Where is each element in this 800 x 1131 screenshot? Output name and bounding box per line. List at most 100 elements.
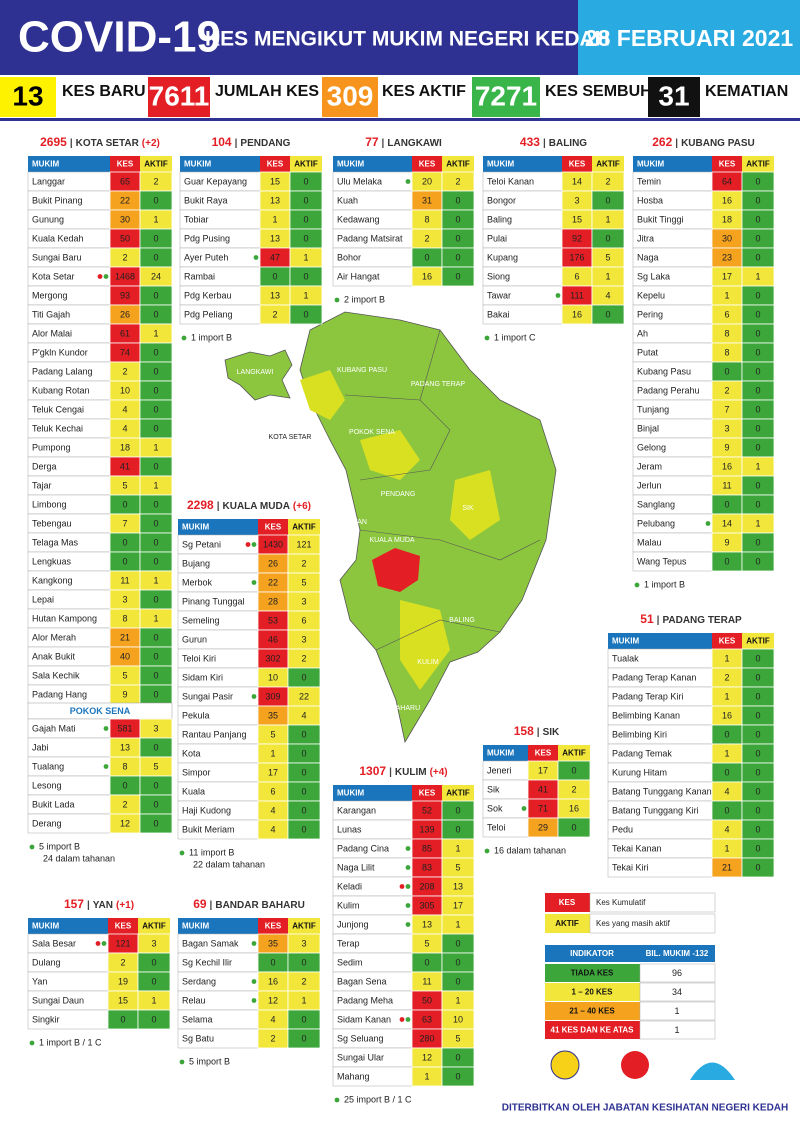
map-label: YAN [353, 519, 367, 526]
header-label: MUKIM [182, 922, 209, 931]
aktif-value: 0 [301, 748, 306, 758]
header-label: MUKIM [32, 160, 59, 169]
mukim-name: Pumpong [32, 442, 71, 452]
indikator-count-cell [639, 1001, 716, 1021]
kes-value: 1 [272, 214, 277, 224]
summary-value: 309 [327, 80, 374, 111]
mukim-name: Teloi Kanan [487, 176, 534, 186]
kes-value: 1 [724, 843, 729, 853]
aktif-value: 0 [755, 423, 760, 433]
kes-value: 71 [538, 803, 548, 813]
langkawi-island [224, 349, 293, 401]
kes-value: 11 [120, 575, 129, 585]
mukim-name: Sg Kechil Ilir [182, 957, 232, 967]
mukim-name: Sala Kechik [32, 670, 80, 680]
kes-value: 139 [419, 824, 434, 834]
mukim-name: Pedu [612, 824, 633, 834]
aktif-value: 0 [455, 271, 460, 281]
kes-value: 0 [270, 957, 275, 967]
mukim-name: Ulu Melaka [337, 176, 382, 186]
date: 28 FEBRUARI 2021 [585, 25, 794, 51]
header-label: KES [535, 749, 552, 758]
table-title: 2298 | KUALA MUDA (+6) [187, 498, 311, 512]
kes-value: 12 [422, 1052, 432, 1062]
aktif-value: 0 [455, 214, 460, 224]
aktif-value: 1 [153, 613, 158, 623]
indikator-header-label: INDIKATOR [570, 949, 614, 958]
indikator-count-cell [639, 1020, 716, 1040]
district-total: 77 [365, 135, 379, 149]
kes-value: 31 [422, 195, 432, 205]
aktif-value: 0 [301, 767, 306, 777]
kes-value: 9 [724, 442, 729, 452]
header-cell [258, 918, 288, 934]
aktif-value: 0 [301, 672, 306, 682]
mukim-name: Jerlun [637, 480, 662, 490]
kes-value: 13 [270, 290, 280, 300]
aktif-value: 0 [455, 1052, 460, 1062]
aktif-value: 0 [755, 653, 760, 663]
header-cell [288, 519, 320, 535]
mukim-name: Lesong [32, 780, 62, 790]
kes-value: 15 [270, 176, 280, 186]
header-cell [258, 519, 288, 535]
separator: | [382, 138, 385, 149]
status-dot [253, 255, 259, 260]
header-cell [180, 156, 260, 172]
header-label: KES [267, 160, 284, 169]
header-cell [140, 156, 172, 172]
header-cell [110, 156, 140, 172]
kes-value: 92 [572, 233, 582, 243]
red-area [372, 548, 420, 592]
kes-value: 9 [122, 689, 127, 699]
header-label: MUKIM [32, 922, 59, 931]
kes-value: 2 [122, 799, 127, 809]
aktif-value: 0 [455, 1071, 460, 1081]
legend-text-box [589, 913, 716, 934]
kes-value: 19 [118, 976, 128, 986]
kes-value: 1468 [115, 271, 135, 281]
indikator-band-label: 41 KES DAN KE ATAS [551, 1026, 635, 1035]
mukim-name: Lunas [337, 824, 362, 834]
mukim-name: Hutan Kampong [32, 613, 97, 623]
aktif-cell [441, 266, 475, 287]
district-border [344, 394, 451, 481]
map-label: LANGKAWI [237, 369, 274, 376]
status-dot [405, 884, 411, 889]
aktif-value: 1 [455, 919, 460, 929]
header-label: KES [569, 160, 586, 169]
aktif-value: 0 [755, 843, 760, 853]
kes-value: 8 [122, 761, 127, 771]
mukim-name: Padang Perahu [637, 385, 700, 395]
kes-value: 35 [268, 938, 278, 948]
mukim-name: Limbong [32, 499, 67, 509]
mukim-name: Ayer Puteh [184, 252, 228, 262]
mukim-name: Gunung [32, 214, 64, 224]
kes-value: 6 [574, 271, 579, 281]
district-table: 51 | PADANG TERAP MUKIM KES AKTIF Tualak 1 0 Pada… [607, 612, 775, 878]
district-total: 158 [514, 724, 534, 738]
kes-value: 14 [572, 176, 582, 186]
kes-value: 22 [120, 195, 130, 205]
note: 22 dalam tahanan [193, 859, 265, 869]
separator: | [210, 900, 213, 911]
aktif-value: 0 [455, 976, 460, 986]
mukim-name: Kota [182, 748, 201, 758]
map-label: POKOK SENA [349, 429, 395, 436]
header-label: MUKIM [487, 749, 514, 758]
kes-value: 3 [724, 423, 729, 433]
aktif-value: 1 [755, 461, 760, 471]
note-bullet [179, 1059, 185, 1065]
aktif-value: 0 [303, 195, 308, 205]
aktif-value: 0 [755, 691, 760, 701]
aktif-value: 5 [153, 761, 158, 771]
status-dot [251, 979, 257, 984]
district-table: POKOK SENA Gajah Mati 581 3 Jabi 13 0 Tualang 8 5… [27, 702, 173, 863]
kes-value: 0 [724, 556, 729, 566]
mukim-name: Binjal [637, 423, 659, 433]
aktif-value: 0 [755, 786, 760, 796]
aktif-value: 0 [455, 805, 460, 815]
header-cell [562, 156, 592, 172]
kes-value: 10 [120, 385, 130, 395]
map-label: SIK [462, 505, 474, 512]
